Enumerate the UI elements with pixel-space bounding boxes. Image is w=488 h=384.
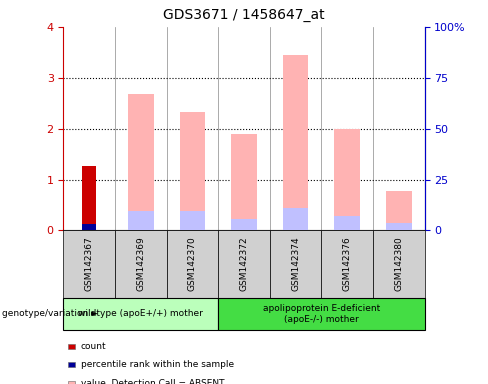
Bar <box>231 219 257 230</box>
Text: GSM142369: GSM142369 <box>136 237 145 291</box>
Bar <box>82 166 96 230</box>
Text: GSM142370: GSM142370 <box>188 237 197 291</box>
Bar <box>283 208 308 230</box>
Bar <box>334 129 360 230</box>
Text: GSM142374: GSM142374 <box>291 237 300 291</box>
Text: wildtype (apoE+/+) mother: wildtype (apoE+/+) mother <box>79 310 203 318</box>
Text: genotype/variation ►: genotype/variation ► <box>2 310 99 318</box>
Text: count: count <box>81 342 106 351</box>
Text: GSM142367: GSM142367 <box>85 237 94 291</box>
Text: GSM142372: GSM142372 <box>240 237 248 291</box>
Bar <box>180 113 205 230</box>
Bar <box>180 211 205 230</box>
Text: GSM142376: GSM142376 <box>343 237 352 291</box>
Text: GSM142380: GSM142380 <box>394 237 403 291</box>
Bar <box>82 224 96 230</box>
Bar <box>128 94 154 230</box>
Text: value, Detection Call = ABSENT: value, Detection Call = ABSENT <box>81 379 224 384</box>
Text: apolipoprotein E-deficient
(apoE-/-) mother: apolipoprotein E-deficient (apoE-/-) mot… <box>263 304 380 324</box>
Bar <box>386 191 412 230</box>
Text: percentile rank within the sample: percentile rank within the sample <box>81 360 234 369</box>
Bar <box>128 211 154 230</box>
Bar <box>231 134 257 230</box>
Bar <box>334 216 360 230</box>
Bar <box>283 55 308 230</box>
Bar <box>386 223 412 230</box>
Title: GDS3671 / 1458647_at: GDS3671 / 1458647_at <box>163 8 325 22</box>
